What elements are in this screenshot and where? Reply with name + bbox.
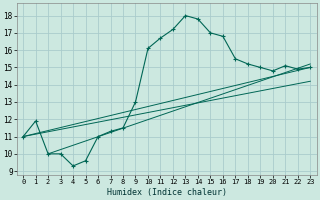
X-axis label: Humidex (Indice chaleur): Humidex (Indice chaleur) [107,188,227,197]
